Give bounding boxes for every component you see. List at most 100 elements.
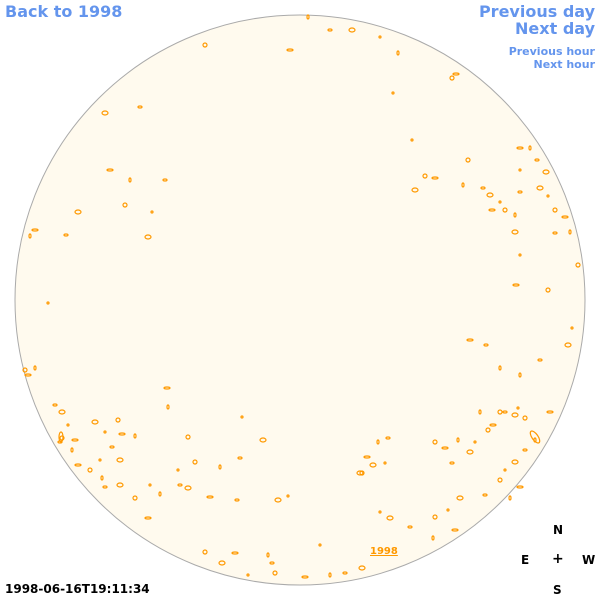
contour-mark: [306, 14, 310, 20]
contour-mark: [269, 561, 275, 565]
contour-mark: [192, 459, 198, 465]
contour-mark: [517, 190, 523, 194]
contour-mark: [237, 456, 243, 460]
contour-mark: [449, 75, 455, 81]
contour-mark: [432, 439, 438, 445]
contour-mark: [376, 439, 380, 445]
active-region-contours: [22, 14, 581, 579]
next-hour-link[interactable]: Next hour: [533, 58, 596, 71]
contour-mark: [102, 485, 108, 489]
contour-mark: [363, 455, 371, 459]
contour-mark: [106, 168, 114, 172]
contour-mark: [158, 491, 162, 497]
contour-mark: [518, 372, 522, 378]
contour-mark: [383, 461, 387, 465]
contour-mark: [115, 417, 121, 423]
contour-mark: [431, 535, 435, 541]
contour-mark: [516, 485, 524, 489]
contour-mark: [391, 91, 395, 95]
contour-mark: [461, 182, 465, 188]
year-label[interactable]: 1998: [370, 546, 398, 557]
contour-mark: [407, 525, 413, 529]
contour-mark: [466, 338, 474, 342]
compass-north: N: [553, 523, 564, 537]
contour-mark: [266, 552, 270, 558]
contour-mark: [431, 176, 439, 180]
contour-mark: [518, 168, 522, 172]
contour-mark: [218, 464, 222, 470]
compass-west: W: [582, 553, 596, 567]
contour-mark: [497, 409, 503, 415]
compass-east: E: [521, 553, 530, 567]
contour-mark: [52, 403, 58, 407]
contour-mark: [148, 483, 152, 487]
contour-mark: [176, 468, 180, 472]
contour-mark: [274, 497, 282, 503]
contour-mark: [545, 287, 551, 293]
contour-mark: [286, 48, 294, 52]
contour-mark: [74, 209, 82, 215]
contour-mark: [63, 233, 69, 237]
previous-hour-link[interactable]: Previous hour: [508, 45, 595, 58]
contour-mark: [98, 458, 102, 462]
contour-mark: [482, 493, 488, 497]
back-to-year-link[interactable]: Back to 1998: [5, 2, 123, 21]
contour-mark: [575, 262, 581, 268]
contour-mark: [87, 467, 93, 473]
contour-mark: [466, 449, 474, 455]
contour-mark: [185, 434, 191, 440]
contour-mark: [516, 146, 524, 150]
contour-mark: [91, 419, 99, 425]
contour-mark: [508, 495, 512, 501]
contour-mark: [356, 470, 364, 476]
contour-mark: [498, 200, 502, 204]
contour-mark: [432, 514, 438, 520]
contour-mark: [342, 571, 348, 575]
contour-mark: [422, 173, 428, 179]
contour-mark: [456, 437, 460, 443]
contour-mark: [133, 433, 137, 439]
contour-mark: [511, 459, 519, 465]
contour-mark: [22, 367, 28, 373]
contour-mark: [498, 365, 502, 371]
contour-mark: [529, 430, 541, 444]
contour-mark: [522, 415, 528, 421]
contour-mark: [411, 187, 419, 193]
contour-mark: [489, 423, 497, 427]
contour-mark: [522, 448, 528, 452]
contour-mark: [568, 229, 572, 235]
contour-mark: [46, 301, 50, 305]
contour-mark: [71, 438, 79, 442]
contour-mark: [511, 412, 519, 418]
contour-mark: [33, 365, 37, 371]
contour-mark: [486, 192, 494, 198]
sun-disk-circle: [14, 14, 586, 586]
contour-mark: [502, 207, 508, 213]
contour-mark: [272, 570, 278, 576]
contour-mark: [446, 508, 450, 512]
contour-mark: [128, 177, 132, 183]
contour-mark: [386, 515, 394, 521]
contour-mark: [318, 543, 322, 547]
contour-mark: [206, 495, 214, 499]
contour-mark: [480, 186, 486, 190]
contour-mark: [162, 178, 168, 182]
contour-mark: [451, 528, 459, 532]
contour-mark: [452, 72, 460, 76]
contour-mark: [163, 386, 171, 390]
contour-mark: [144, 234, 152, 240]
next-day-link[interactable]: Next day: [515, 19, 595, 38]
previous-day-link[interactable]: Previous day: [478, 2, 595, 21]
contour-mark: [24, 373, 32, 377]
contour-mark: [564, 342, 572, 348]
contour-mark: [561, 215, 569, 219]
contour-mark: [502, 410, 508, 414]
contour-mark: [511, 229, 519, 235]
contour-mark: [348, 27, 356, 33]
contour-mark: [301, 575, 309, 579]
observation-timestamp: 1998-06-16T19:11:34: [5, 582, 150, 596]
contour-mark: [570, 326, 574, 330]
contour-mark: [449, 461, 455, 465]
contour-mark: [478, 409, 482, 415]
